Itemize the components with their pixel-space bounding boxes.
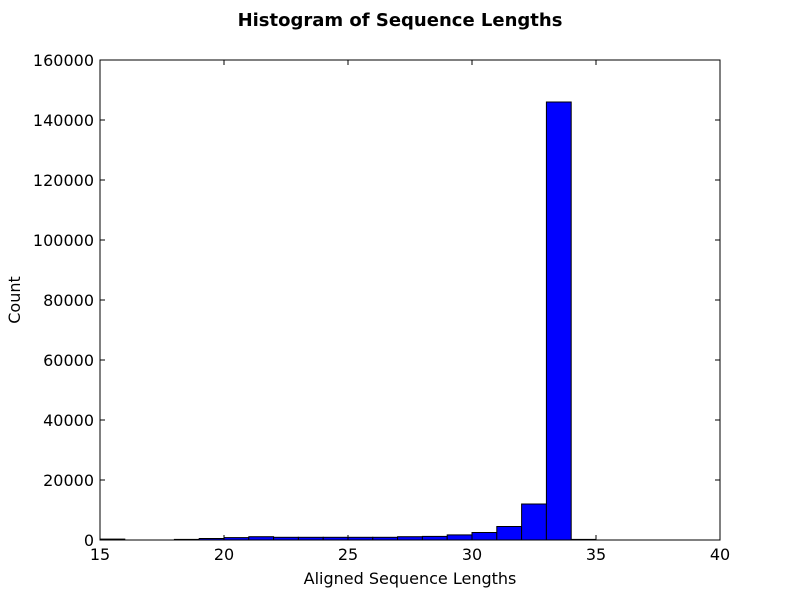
ticks-group	[99, 59, 721, 541]
histogram-bar-30	[471, 532, 498, 541]
histogram-bar-28	[421, 535, 448, 541]
x-tick-labels: 15 20 25 30 35 40	[90, 545, 730, 564]
y-tick-labels: 0 20000 40000 60000 80000 100000 120000 140000 1…	[33, 51, 94, 550]
y-tick-label: 120000	[33, 171, 94, 190]
x-tick-label: 20	[214, 545, 234, 564]
x-tick-label: 35	[586, 545, 606, 564]
y-tick-label: 80000	[43, 291, 94, 310]
chart-title: Histogram of Sequence Lengths	[238, 10, 563, 31]
y-tick-label: 140000	[33, 111, 94, 130]
bars-group	[99, 101, 597, 541]
histogram-bar-29	[446, 534, 473, 541]
y-tick-label: 40000	[43, 411, 94, 430]
y-tick-label: 20000	[43, 471, 94, 490]
histogram-bar-32	[521, 503, 547, 541]
plot-frame	[99, 59, 721, 541]
x-tick-label: 40	[710, 545, 730, 564]
x-axis-label: Aligned Sequence Lengths	[304, 569, 517, 588]
y-axis-label: Count	[5, 276, 24, 324]
y-tick-label: 0	[84, 531, 94, 550]
y-tick-label: 60000	[43, 351, 94, 370]
histogram-bar-31	[496, 526, 523, 541]
x-tick-label: 25	[338, 545, 358, 564]
x-tick-label: 30	[462, 545, 482, 564]
histogram-bar-33	[545, 101, 572, 541]
y-tick-label: 100000	[33, 231, 94, 250]
y-tick-label: 160000	[33, 51, 94, 70]
x-tick-label: 15	[90, 545, 110, 564]
